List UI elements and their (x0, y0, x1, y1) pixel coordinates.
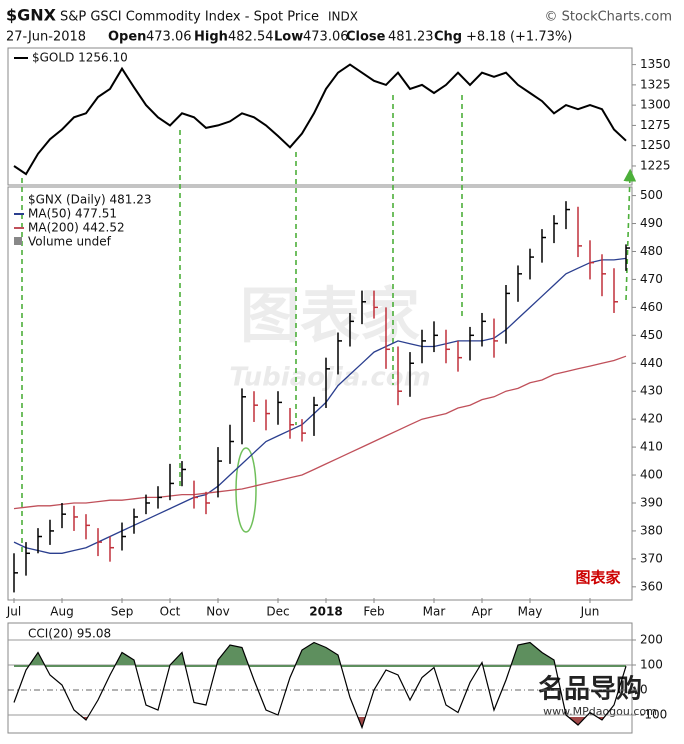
source: © StockCharts.com (544, 10, 672, 25)
x-tick-label: Nov (206, 605, 229, 619)
x-tick-label: Dec (266, 605, 289, 619)
open-value: 473.06 (146, 30, 192, 45)
high-value: 482.54 (228, 30, 274, 45)
y-tick-label: 410 (640, 440, 663, 454)
gold-panel (7, 47, 633, 186)
chg-label: Chg (434, 30, 462, 45)
symbol: $GNX (6, 6, 57, 25)
y-tick-label: 200 (640, 633, 663, 647)
y-tick-label: 100 (640, 658, 663, 672)
y-tick-label: 380 (640, 523, 663, 537)
y-tick-label: 1300 (640, 98, 671, 112)
legend-label: MA(200) 442.52 (28, 221, 125, 235)
x-tick-label: Jun (580, 605, 600, 619)
date: 27-Jun-2018 (6, 30, 86, 45)
y-tick-label: 460 (640, 300, 663, 314)
y-tick-label: 470 (640, 272, 663, 286)
chg-value: +8.18 (+1.73%) (466, 30, 572, 45)
close-value: 481.23 (388, 30, 434, 45)
y-tick-label: 390 (640, 495, 663, 509)
y-tick-label: 370 (640, 551, 663, 565)
gold-line (13, 63, 627, 176)
legend-label: $GNX (Daily) 481.23 (28, 193, 151, 207)
legend-label: MA(50) 477.51 (28, 207, 117, 221)
legend-label: Volume undef (28, 235, 112, 249)
y-tick-label: 450 (640, 328, 663, 342)
y-tick-label: 480 (640, 244, 663, 258)
watermark: 图表家 (575, 569, 620, 587)
x-tick-label: 2018 (309, 605, 342, 619)
y-tick-label: -100 (640, 708, 667, 722)
cci-above-fill (14, 642, 626, 667)
y-tick-label: 430 (640, 384, 663, 398)
y-tick-label: 400 (640, 468, 663, 482)
y-tick-label: 1325 (640, 77, 671, 91)
x-tick-label: Sep (111, 605, 134, 619)
low-value: 473.06 (303, 30, 349, 45)
y-tick-label: 360 (640, 579, 663, 593)
x-tick-label: Aug (50, 605, 73, 619)
x-tick-label: Jul (6, 605, 21, 619)
x-tick-label: Oct (160, 605, 181, 619)
y-tick-label: 1275 (640, 118, 671, 132)
legend-label: $GOLD 1256.10 (32, 51, 128, 65)
open-label: Open (108, 30, 146, 45)
close-label: Close (346, 30, 386, 45)
y-tick-label: 1350 (640, 57, 671, 71)
low-label: Low (274, 30, 303, 45)
ma-line (13, 355, 627, 510)
annotation-lines (21, 95, 637, 555)
x-tick-label: Mar (423, 605, 446, 619)
watermark: 图表家 (240, 282, 420, 352)
watermark: 名品导购 (538, 674, 642, 705)
cci-line (13, 641, 627, 730)
legend-label: CCI(20) 95.08 (28, 627, 111, 641)
y-tick-label: 440 (640, 356, 663, 370)
exchange: INDX (328, 10, 358, 24)
cci-panel (7, 622, 633, 734)
index-name: S&P GSCI Commodity Index - Spot Price (60, 10, 319, 25)
watermark: Tubiaojia.com (229, 363, 430, 393)
y-tick-label: 420 (640, 412, 663, 426)
y-tick-label: 500 (640, 188, 663, 202)
high-label: High (194, 30, 228, 45)
x-tick-label: May (518, 605, 543, 619)
y-tick-label: 490 (640, 216, 663, 230)
y-tick-label: 1225 (640, 158, 671, 172)
x-tick-label: Feb (363, 605, 384, 619)
ma-line (13, 257, 627, 554)
legend-swatch (14, 237, 22, 245)
y-tick-label: 0 (640, 683, 648, 697)
y-tick-label: 1250 (640, 138, 671, 152)
x-tick-label: Apr (472, 605, 493, 619)
price-panel (7, 186, 633, 601)
